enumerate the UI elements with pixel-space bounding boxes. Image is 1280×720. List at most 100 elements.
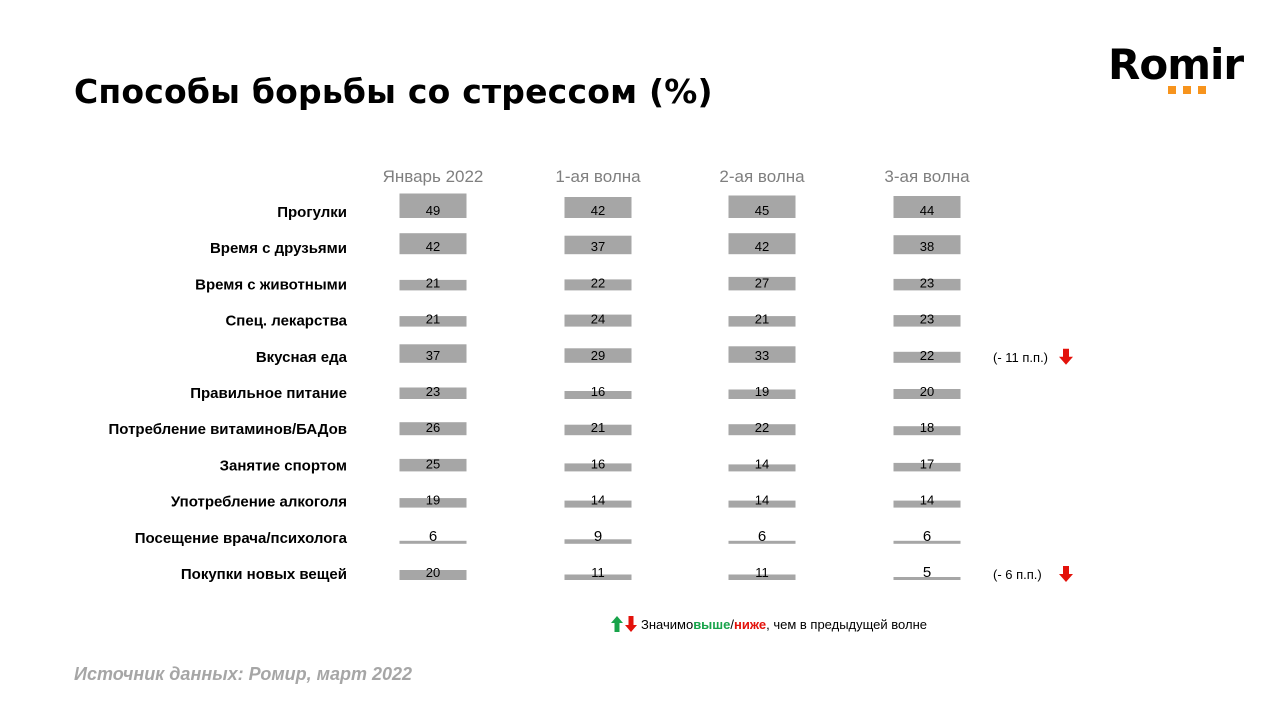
bar	[399, 422, 467, 436]
bar	[893, 462, 961, 472]
bar-value-label: 21	[426, 275, 440, 290]
row-label: Время с друзьями	[210, 240, 347, 257]
bar	[728, 389, 796, 399]
bar	[893, 540, 961, 544]
change-annotation: (- 6 п.п.)	[993, 567, 1042, 582]
bar	[564, 348, 632, 363]
bar-value-label: 42	[755, 239, 769, 254]
bar	[893, 577, 961, 580]
bar-value-label: 9	[594, 528, 602, 545]
logo-dots	[1168, 86, 1228, 94]
bar-value-label: 17	[920, 456, 934, 471]
bar-value-label: 23	[920, 275, 934, 290]
row-label: Занятие спортом	[220, 457, 347, 474]
row-label: Употребление алкоголя	[171, 494, 347, 511]
column-header: 1-ая волна	[555, 167, 641, 186]
bar-value-label: 25	[426, 456, 440, 471]
bar	[728, 195, 796, 218]
bar-value-label: 45	[755, 203, 769, 218]
bar-value-label: 42	[426, 239, 440, 254]
bar	[728, 574, 796, 580]
bar-value-label: 5	[923, 564, 931, 581]
down-arrow-icon	[1059, 566, 1073, 582]
bar-value-label: 29	[591, 348, 605, 363]
bar	[399, 570, 467, 580]
bar-value-label: 19	[755, 384, 769, 399]
bar	[564, 463, 632, 472]
bar-value-label: 6	[923, 528, 931, 545]
bar-value-label: 26	[426, 420, 440, 435]
bar-value-label: 19	[426, 493, 440, 508]
bar-value-label: 27	[755, 275, 769, 290]
bar	[564, 574, 632, 580]
legend-lower: ниже	[733, 616, 767, 632]
bar	[399, 279, 467, 291]
bar-value-label: 18	[920, 420, 934, 435]
bar-value-label: 16	[591, 456, 605, 471]
bar-value-label: 21	[591, 420, 605, 435]
significance-legend: Значимо выше / ниже , чем в предыдущей в…	[608, 614, 927, 634]
bar-value-label: 20	[920, 384, 934, 399]
page-title: Способы борьбы со стрессом (%)	[74, 72, 713, 111]
bar	[728, 424, 796, 436]
row-label: Спец. лекарства	[225, 313, 347, 330]
bar	[564, 500, 632, 508]
bar	[893, 351, 961, 363]
bar	[399, 498, 467, 508]
bar-value-label: 6	[758, 528, 766, 545]
column-header: Январь 2022	[383, 167, 484, 186]
bar	[399, 458, 467, 472]
bar-value-label: 23	[426, 384, 440, 399]
bar-value-label: 6	[429, 528, 437, 545]
bar	[893, 500, 961, 508]
bar	[728, 346, 796, 363]
bar	[564, 197, 632, 218]
down-arrow-icon	[1059, 348, 1073, 365]
bar-value-label: 21	[755, 312, 769, 327]
data-source: Источник данных: Ромир, март 2022	[74, 664, 413, 684]
bar	[728, 540, 796, 544]
legend-prefix: Значимо	[641, 616, 694, 632]
change-annotation: (- 11 п.п.)	[993, 350, 1048, 365]
bar-value-label: 20	[426, 565, 440, 580]
romir-logo: Romir	[1108, 40, 1248, 100]
bar	[399, 344, 467, 363]
bar-value-label: 14	[920, 493, 934, 508]
bar-value-label: 23	[920, 312, 934, 327]
bar-value-label: 38	[920, 239, 934, 254]
row-label: Потребление витаминов/БАДов	[109, 421, 348, 438]
row-label: Вкусная еда	[256, 349, 348, 366]
bar	[728, 276, 796, 291]
bar	[564, 235, 632, 255]
bar-value-label: 37	[426, 348, 440, 363]
row-label: Покупки новых вещей	[181, 566, 347, 583]
bar	[893, 235, 961, 255]
logo-text: Romir	[1108, 40, 1244, 89]
bar-value-label: 14	[591, 493, 605, 508]
bar	[564, 391, 632, 399]
bar-value-label: 11	[591, 565, 605, 580]
bar-value-label: 22	[920, 348, 934, 363]
row-label: Правильное питание	[190, 385, 347, 402]
row-label: Прогулки	[277, 204, 347, 221]
bar	[399, 540, 467, 544]
bar	[564, 314, 632, 327]
bar-value-label: 14	[755, 456, 769, 471]
bar-value-label: 37	[591, 239, 605, 254]
bar	[399, 387, 467, 399]
bar	[564, 539, 632, 544]
bar	[893, 426, 961, 436]
bar	[564, 279, 632, 291]
bar-value-label: 14	[755, 493, 769, 508]
bar-value-label: 22	[591, 275, 605, 290]
bar-value-label: 21	[426, 312, 440, 327]
bar-value-label: 33	[755, 348, 769, 363]
bar	[399, 193, 467, 218]
bar-value-label: 22	[755, 420, 769, 435]
bar	[893, 278, 961, 291]
bar	[893, 389, 961, 399]
bar	[893, 196, 961, 218]
bar-value-label: 24	[591, 312, 605, 327]
bar	[399, 316, 467, 327]
bar-value-label: 49	[426, 203, 440, 218]
